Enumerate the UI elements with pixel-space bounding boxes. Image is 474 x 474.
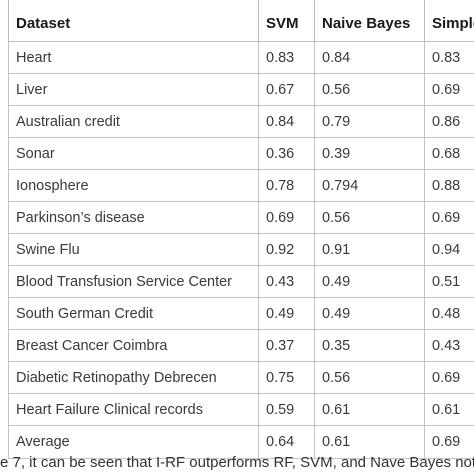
- table-row: Blood Transfusion Service Center 0.43 0.…: [8, 265, 474, 298]
- dataset-cell: Swine Flu: [8, 233, 259, 266]
- header-dataset: Dataset: [8, 0, 259, 42]
- dataset-cell: Sonar: [8, 137, 259, 170]
- simple-cell: 0.88: [424, 169, 474, 202]
- simple-cell: 0.48: [424, 297, 474, 330]
- svm-cell: 0.92: [258, 233, 315, 266]
- naive-bayes-cell: 0.35: [314, 329, 425, 362]
- dataset-cell: Average: [8, 425, 259, 459]
- table-row: Heart 0.83 0.84 0.83: [8, 41, 474, 74]
- table-row: South German Credit 0.49 0.49 0.48: [8, 297, 474, 330]
- svm-cell: 0.67: [258, 73, 315, 106]
- simple-cell: 0.86: [424, 105, 474, 138]
- dataset-cell: South German Credit: [8, 297, 259, 330]
- table-row: Parkinson’s disease 0.69 0.56 0.69: [8, 201, 474, 234]
- table-row: Heart Failure Clinical records 0.59 0.61…: [8, 393, 474, 426]
- table-row: Liver 0.67 0.56 0.69: [8, 73, 474, 106]
- simple-cell: 0.83: [424, 41, 474, 74]
- dataset-cell: Diabetic Retinopathy Debrecen: [8, 361, 259, 394]
- naive-bayes-cell: 0.49: [314, 297, 425, 330]
- naive-bayes-cell: 0.56: [314, 361, 425, 394]
- naive-bayes-cell: 0.79: [314, 105, 425, 138]
- simple-cell: 0.51: [424, 265, 474, 298]
- body-text-line: e 7, it can be seen that I-RF outperform…: [0, 454, 474, 471]
- svm-cell: 0.78: [258, 169, 315, 202]
- naive-bayes-cell: 0.56: [314, 73, 425, 106]
- dataset-cell: Blood Transfusion Service Center: [8, 265, 259, 298]
- header-naive-bayes: Naive Bayes: [314, 0, 425, 42]
- table-row: Sonar 0.36 0.39 0.68: [8, 137, 474, 170]
- average-row: Average 0.64 0.61 0.69: [8, 425, 474, 459]
- svm-cell: 0.36: [258, 137, 315, 170]
- svm-cell: 0.75: [258, 361, 315, 394]
- svm-cell: 0.64: [258, 425, 315, 459]
- table-header-row: Dataset SVM Naive Bayes Simple: [8, 0, 474, 42]
- table-row: Swine Flu 0.92 0.91 0.94: [8, 233, 474, 266]
- simple-cell: 0.69: [424, 73, 474, 106]
- results-table: Dataset SVM Naive Bayes Simple Heart 0.8…: [8, 0, 474, 459]
- naive-bayes-cell: 0.794: [314, 169, 425, 202]
- table-row: Diabetic Retinopathy Debrecen 0.75 0.56 …: [8, 361, 474, 394]
- table-row: Ionosphere 0.78 0.794 0.88: [8, 169, 474, 202]
- dataset-cell: Liver: [8, 73, 259, 106]
- naive-bayes-cell: 0.61: [314, 393, 425, 426]
- dataset-cell: Heart Failure Clinical records: [8, 393, 259, 426]
- simple-cell: 0.68: [424, 137, 474, 170]
- header-svm: SVM: [258, 0, 315, 42]
- naive-bayes-cell: 0.39: [314, 137, 425, 170]
- dataset-cell: Parkinson’s disease: [8, 201, 259, 234]
- simple-cell: 0.69: [424, 361, 474, 394]
- simple-cell: 0.69: [424, 425, 474, 459]
- svm-cell: 0.84: [258, 105, 315, 138]
- dataset-cell: Australian credit: [8, 105, 259, 138]
- simple-cell: 0.43: [424, 329, 474, 362]
- dataset-cell: Breast Cancer Coimbra: [8, 329, 259, 362]
- svm-cell: 0.37: [258, 329, 315, 362]
- dataset-cell: Heart: [8, 41, 259, 74]
- naive-bayes-cell: 0.84: [314, 41, 425, 74]
- svm-cell: 0.59: [258, 393, 315, 426]
- table-row: Australian credit 0.84 0.79 0.86: [8, 105, 474, 138]
- naive-bayes-cell: 0.61: [314, 425, 425, 459]
- simple-cell: 0.94: [424, 233, 474, 266]
- naive-bayes-cell: 0.56: [314, 201, 425, 234]
- svm-cell: 0.49: [258, 297, 315, 330]
- table-row: Breast Cancer Coimbra 0.37 0.35 0.43: [8, 329, 474, 362]
- naive-bayes-cell: 0.49: [314, 265, 425, 298]
- simple-cell: 0.69: [424, 201, 474, 234]
- svm-cell: 0.43: [258, 265, 315, 298]
- simple-cell: 0.61: [424, 393, 474, 426]
- svm-cell: 0.83: [258, 41, 315, 74]
- naive-bayes-cell: 0.91: [314, 233, 425, 266]
- svm-cell: 0.69: [258, 201, 315, 234]
- dataset-cell: Ionosphere: [8, 169, 259, 202]
- header-simple: Simple: [424, 0, 474, 42]
